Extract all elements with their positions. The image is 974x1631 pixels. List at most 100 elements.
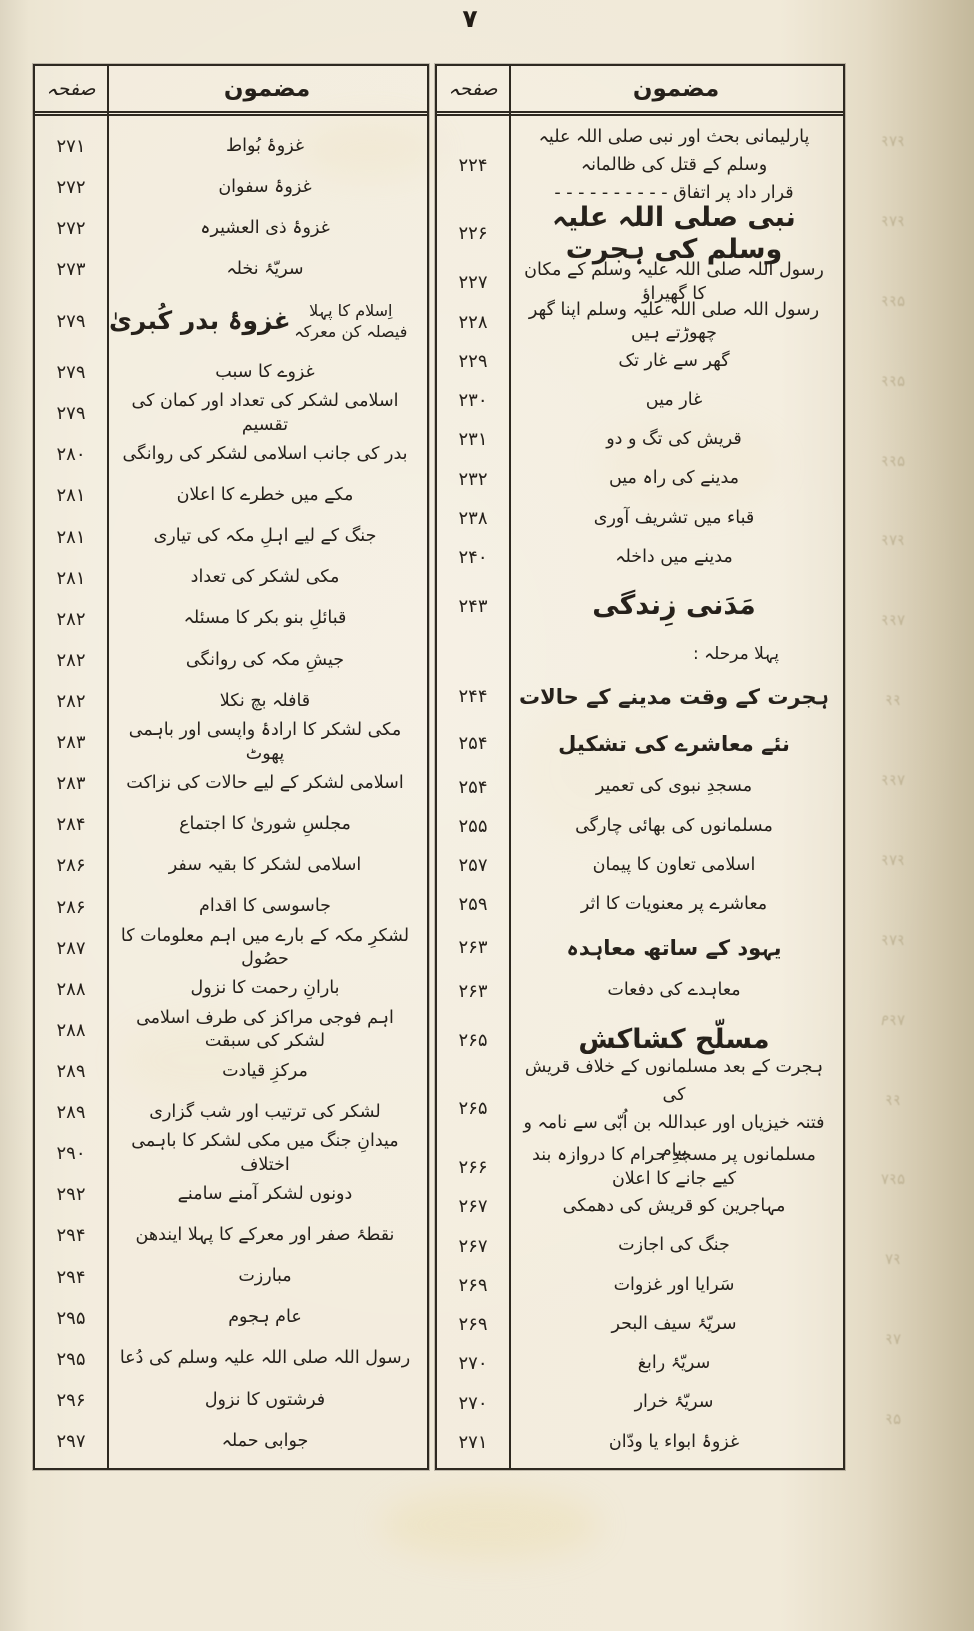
page-number-cell: ۲۷۰: [458, 1392, 488, 1414]
table-row: ۲۸۸ اہم فوجی مراکز کی طرف اسلامی لشکر کی…: [35, 1008, 427, 1052]
topic-text: سَرایا اور غزوات: [613, 1274, 735, 1295]
page-number-cell: ۲۶۹: [458, 1314, 488, 1336]
table-row: ۲۶۵ مسلّح کشاکش: [437, 1011, 843, 1070]
topic-text: جنگ کی اجازت: [618, 1235, 730, 1256]
page-number-cell: ۲۸۰: [56, 444, 86, 466]
topic-cell: جنگ کی اجازت: [509, 1234, 843, 1258]
page-number-cell: ۲۸۱: [56, 526, 86, 548]
table-row: ۲۳۲ مدینے کی راہ میں: [437, 460, 843, 499]
bleed-through-digit: ۶۷: [884, 1250, 902, 1269]
topic-text: غزوۂ ذی العشیرہ: [200, 217, 330, 238]
table-row: ۲۵۷ اسلامی تعاون کا پیمان: [437, 846, 843, 885]
table-row: ۲۲۷ رسول اللہ صلی اللہ علیہ وسلم کے مکان…: [437, 260, 843, 304]
topic-text: قبائلِ بنو بکر کا مسئلہ: [183, 608, 347, 629]
toc-table-header: صفحہ مضمون: [35, 66, 427, 116]
table-row: ۲۲۹ گھر سے غار تک: [437, 342, 843, 381]
page-number-cell: ۲۷۳: [56, 259, 86, 281]
page-number-cell: ۲۳۰: [458, 390, 488, 412]
topic-cell: جیشِ مکہ کی روانگی: [107, 649, 427, 673]
toc-rows: ۲۷۱ غزوۂ بُواط ۲۷۲ غزوۂ سفوان ۲۷۲ غزوۂ ذ…: [35, 116, 427, 1468]
topic-cell: بارانِ رحمت کا نزول: [107, 977, 427, 1001]
bleed-through-digit: ۵۶۶: [880, 451, 906, 470]
topic-text: سریّۂ خرار: [634, 1392, 714, 1413]
table-row: ۲۸۲ جیشِ مکہ کی روانگی: [35, 640, 427, 681]
topic-text: قباء میں تشریف آوری: [593, 507, 755, 528]
topic-column-header: مضمون: [632, 75, 720, 102]
topic-cell: گھر سے غار تک: [509, 350, 843, 374]
topic-cell: مکی لشکر کی تعداد: [107, 566, 427, 590]
table-row: ۲۳۰ غار میں: [437, 381, 843, 420]
topic-cell: رسول اللہ صلی اللہ علیہ وسلم کے مکان کا …: [509, 259, 843, 306]
column-divider-line: [107, 66, 109, 1468]
topic-cell: مکی لشکر کا ارادۂ واپسی اور باہمی پھوٹ: [107, 719, 427, 766]
topic-cell: مجلسِ شوریٰ کا اجتماع: [107, 813, 427, 837]
bleed-through-digit: ۵۶۷: [880, 1170, 906, 1189]
page-number-cell: ۲۵۴: [458, 733, 488, 755]
topic-text: رسول اللہ صلی اللہ علیہ وسلم کے مکان کا …: [524, 260, 824, 304]
table-row: ۲۸۶ جاسوسی کا اقدام: [35, 887, 427, 928]
topic-cell: قبائلِ بنو بکر کا مسئلہ: [107, 607, 427, 631]
page-number-cell: ۲۸۷: [56, 937, 86, 959]
topic-cell: رسول اللہ صلی اللہ علیہ وسلم اپنا گھر چھ…: [509, 299, 843, 346]
bleed-through-digit: ۷۶۹: [880, 1010, 906, 1029]
topic-cell: مدینے کی راہ میں: [509, 467, 843, 491]
bleed-through-digit: ۵۶۶: [880, 371, 906, 390]
page-number-cell: ۲۵۷: [458, 855, 488, 877]
page-number-cell: ۲۲۴: [458, 154, 488, 176]
topic-text: مَدَنی زِندگی: [592, 590, 756, 622]
table-row: ۲۶۶ مسلمانوں پر مسجدِ حرام کا دروازہ بند…: [437, 1145, 843, 1189]
topic-cell: ہجرت کے وقت مدینے کے حالات: [509, 683, 843, 711]
table-row: ۲۷۱ غزوۂ ابواء یا ودّان: [437, 1423, 843, 1462]
topic-cell: میدانِ جنگ میں مکی لشکر کا باہمی اختلاف: [107, 1130, 427, 1177]
topic-text: عام ہجوم: [228, 1307, 302, 1328]
page-number-cell: ۲۸۴: [56, 814, 86, 836]
table-row: ۲۹۴ نقطۂ صفر اور معرکے کا پہلا ایندھن: [35, 1215, 427, 1256]
page-number-cell: ۲۶۷: [458, 1196, 488, 1218]
page-number-cell: ۲۳۸: [458, 507, 488, 529]
table-row: ۲۴۳ مَدَنی زِندگی: [437, 577, 843, 636]
page-number-cell: ۲۳۲: [458, 468, 488, 490]
table-row: ۲۸۹ لشکر کی ترتیب اور شب گزاری: [35, 1092, 427, 1133]
table-row: ۲۸۱ جنگ کے لیے اہلِ مکہ کی تیاری: [35, 517, 427, 558]
page-number-cell: ۲۹۲: [56, 1184, 86, 1206]
topic-text: بدر کی جانب اسلامی لشکر کی روانگی: [122, 444, 408, 465]
table-row: ۲۸۴ مجلسِ شوریٰ کا اجتماع: [35, 804, 427, 845]
page-number-cell: ۲۹۴: [56, 1225, 86, 1247]
topic-cell: سریّۂ سیف البحر: [509, 1313, 843, 1337]
topic-text: میدانِ جنگ میں مکی لشکر کا باہمی اختلاف: [131, 1131, 399, 1175]
topic-text: مسلمانوں کی بھائی چارگی: [575, 815, 773, 836]
topic-cell: مسلّح کشاکش: [509, 1024, 843, 1056]
page-number-cell: ۲۸۸: [56, 978, 86, 1000]
table-row: ۲۵۹ معاشرے پر معنویات کا اثر: [437, 885, 843, 924]
toc-table-left: صفحہ مضمون ۲۷۱ غزوۂ بُواط ۲۷۲ غزوۂ سفوان…: [33, 64, 429, 1470]
bleed-through-digit: ۶۷۶: [880, 531, 906, 550]
topic-text: غزوۂ بدر کُبریٰ: [109, 306, 291, 336]
page-number-cell: ۲۶۳: [458, 937, 488, 959]
table-row: ۲۷۰ سریّۂ خرار: [437, 1383, 843, 1422]
page-number-cell: ۲۲۹: [458, 350, 488, 372]
page-number-cell: ۲۷۰: [458, 1353, 488, 1375]
page-number-cell: ۲۸۶: [56, 896, 86, 918]
table-row: ۲۶۷ جنگ کی اجازت: [437, 1227, 843, 1266]
topic-cell: یہود کے ساتھ معاہدہ: [509, 934, 843, 962]
table-row: ۲۹۵ عام ہجوم: [35, 1298, 427, 1339]
topic-text: رسول اللہ صلی اللہ علیہ وسلم اپنا گھر چھ…: [528, 299, 820, 344]
topic-text: بارانِ رحمت کا نزول: [190, 978, 340, 999]
topic-text: سریّۂ سیف البحر: [611, 1313, 737, 1334]
topic-cell: جاسوسی کا اقدام: [107, 895, 427, 919]
table-row: ۲۹۰ میدانِ جنگ میں مکی لشکر کا باہمی اخت…: [35, 1130, 427, 1177]
table-row: ۲۵۴ نئے معاشرے کی تشکیل: [437, 720, 843, 767]
table-row: ۲۸۱ مکے میں خطرے کا اعلان: [35, 475, 427, 516]
topic-text: پارلیمانی بحث اور نبی صلی اللہ علیہ وسلم…: [538, 127, 810, 204]
topic-text: قریش کی تگ و دو: [606, 429, 742, 450]
topic-cell: مسلمانوں پر مسجدِ حرام کا دروازہ بند کیے…: [509, 1144, 843, 1191]
topic-text: ہجرت کے بعد مسلمانوں کے خلاف قریش کی فتن…: [523, 1056, 825, 1161]
bleed-through-digit: ۷۶۶: [880, 611, 906, 630]
topic-text: مجلسِ شوریٰ کا اجتماع: [179, 814, 351, 835]
bleed-through-digit: ۶۷۶: [880, 132, 906, 150]
page-number-cell: ۲۵۹: [458, 894, 488, 916]
table-row: ۲۹۶ فرشتوں کا نزول: [35, 1380, 427, 1421]
topic-text: اسلامی لشکر کی تعداد اور کمان کی تقسیم: [131, 391, 399, 435]
topic-cell: لشکر کی ترتیب اور شب گزاری: [107, 1101, 427, 1125]
